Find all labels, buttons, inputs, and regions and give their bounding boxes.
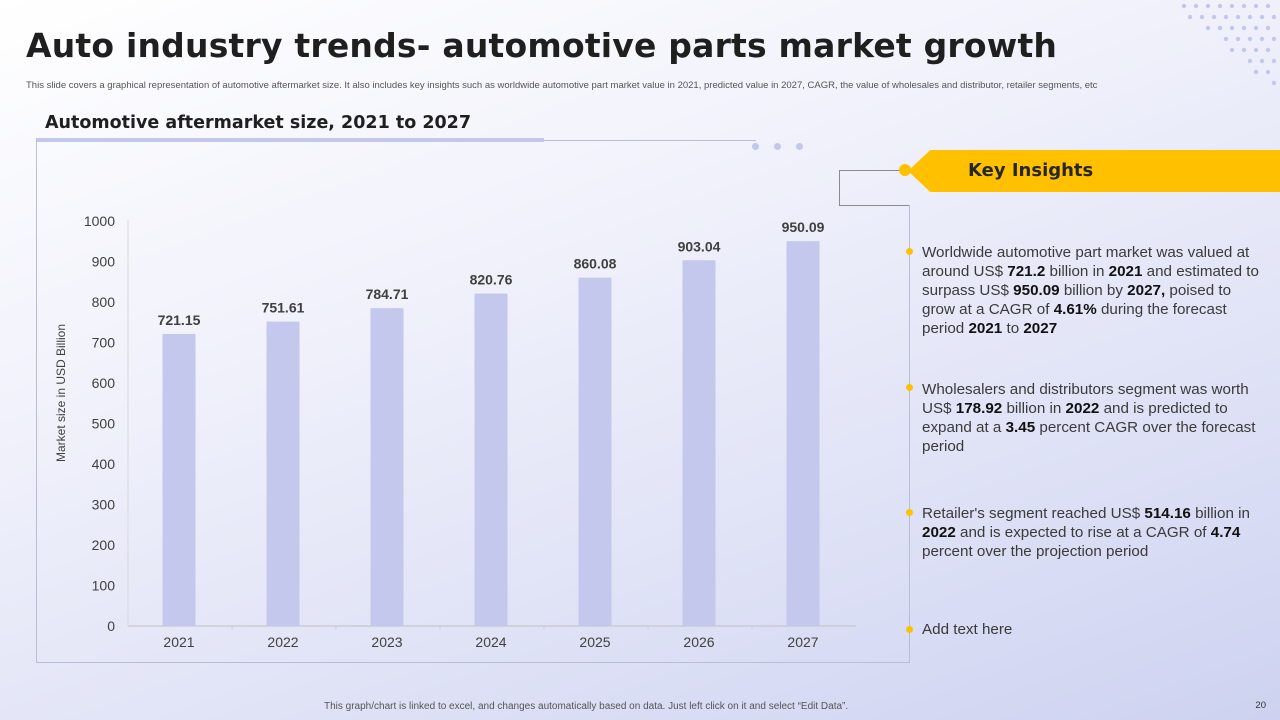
y-tick-label: 500 bbox=[92, 416, 116, 432]
x-tick-label: 2022 bbox=[267, 634, 298, 650]
insight-bullet bbox=[906, 626, 913, 633]
key-insights-title: Key Insights bbox=[968, 160, 1094, 181]
slide-title: Auto industry trends- automotive parts m… bbox=[26, 26, 1058, 65]
x-tick-label: 2021 bbox=[163, 634, 194, 650]
footer-note: This graph/chart is linked to excel, and… bbox=[324, 701, 849, 712]
page-number: 20 bbox=[1255, 700, 1266, 711]
bar-2022[interactable] bbox=[266, 321, 300, 626]
insight-text[interactable]: Add text here bbox=[922, 620, 1262, 639]
y-axis-label: Market size in USD Billion bbox=[54, 324, 68, 462]
bar-value-label: 820.76 bbox=[470, 272, 513, 288]
x-tick-label: 2026 bbox=[683, 634, 714, 650]
y-tick-label: 200 bbox=[92, 537, 116, 553]
insight-run: Worldwide automotive part market was val… bbox=[922, 244, 1250, 280]
bar-chart[interactable]: 0 100 200 300 400 500 600 700 800 900 1000 721.15 7… bbox=[0, 0, 909, 665]
insight-run: Wholesalers and distributors segment was… bbox=[922, 381, 1249, 417]
y-tick-label: 0 bbox=[107, 618, 115, 634]
y-tick-label: 100 bbox=[92, 578, 116, 594]
key-insights-dot bbox=[899, 164, 911, 176]
decorative-three-dots bbox=[752, 137, 818, 155]
x-tick-label: 2025 bbox=[579, 634, 610, 650]
connector-line bbox=[839, 170, 840, 206]
chart-frame-accent-bar bbox=[36, 138, 544, 142]
bar-2026[interactable] bbox=[682, 260, 716, 626]
chart-frame bbox=[36, 140, 909, 663]
insight-highlight: 514.16 bbox=[1144, 505, 1191, 522]
insight-highlight: 178.92 bbox=[955, 400, 1003, 417]
insight-run: during the forecast period bbox=[922, 301, 1227, 337]
insight-highlight: 950.09 bbox=[1013, 282, 1060, 299]
insight-highlight: 3.45 bbox=[1005, 419, 1036, 436]
bar-2025[interactable] bbox=[578, 277, 612, 626]
y-tick-label: 900 bbox=[92, 254, 116, 270]
y-tick-label: 400 bbox=[92, 456, 116, 472]
bar-value-label: 784.71 bbox=[366, 286, 409, 302]
bar-2027[interactable] bbox=[786, 241, 820, 626]
bar-value-label: 903.04 bbox=[678, 238, 721, 254]
insight-highlight: 4.61% bbox=[1053, 301, 1097, 318]
insight-bullet bbox=[906, 509, 913, 516]
insight-run: billion in bbox=[1002, 400, 1066, 417]
y-tick-label: 800 bbox=[92, 294, 116, 310]
y-tick-label: 700 bbox=[92, 335, 116, 351]
insight-highlight: 721.2 bbox=[1007, 263, 1046, 280]
bar-value-label: 950.09 bbox=[782, 219, 825, 235]
bar-2021[interactable] bbox=[162, 333, 196, 626]
bar-value-label: 860.08 bbox=[574, 256, 617, 272]
insight-run: to bbox=[1002, 320, 1024, 337]
insight-run: billion in bbox=[1045, 263, 1109, 280]
insights-timeline-line bbox=[909, 205, 910, 663]
insight-highlight: 4.74 bbox=[1210, 524, 1241, 541]
insight-highlight: 2021 bbox=[1108, 263, 1143, 280]
y-tick-label: 1000 bbox=[84, 213, 115, 229]
insight-highlight: 2021 bbox=[968, 320, 1003, 337]
connector-line bbox=[839, 205, 909, 206]
connector-line bbox=[839, 170, 903, 171]
insight-run: percent over the projection period bbox=[922, 543, 1149, 560]
insight-run: and estimated to surpass US$ bbox=[922, 263, 1259, 299]
insight-run: and is predicted to expand at a bbox=[922, 400, 1228, 436]
insight-highlight: 2022 bbox=[922, 524, 956, 541]
decorative-dot-pattern bbox=[1181, 3, 1277, 86]
insight-highlight: 2027 bbox=[1023, 320, 1058, 337]
x-tick-label: 2023 bbox=[371, 634, 402, 650]
insight-run: billion in bbox=[1190, 505, 1250, 522]
bar-value-label: 751.61 bbox=[262, 300, 305, 316]
x-tick-label: 2024 bbox=[475, 634, 506, 650]
bar-value-label: 721.15 bbox=[158, 312, 201, 328]
insight-bullet bbox=[906, 384, 913, 391]
bar-2023[interactable] bbox=[370, 308, 404, 626]
y-tick-label: 600 bbox=[92, 375, 116, 391]
insight-run: Retailer's segment reached US$ bbox=[922, 505, 1145, 522]
insight-run: and is expected to rise at a CAGR of bbox=[955, 524, 1211, 541]
y-tick-label: 300 bbox=[92, 497, 116, 513]
insight-run: poised to grow at a CAGR of bbox=[922, 282, 1232, 318]
insight-run: percent CAGR over the forecast period bbox=[922, 419, 1256, 455]
insight-text: Worldwide automotive part market was val… bbox=[922, 243, 1262, 338]
x-tick-label: 2027 bbox=[787, 634, 818, 650]
chart-title: Automotive aftermarket size, 2021 to 202… bbox=[45, 113, 472, 133]
insight-highlight: 2022 bbox=[1065, 400, 1100, 417]
key-insights-banner bbox=[908, 150, 1280, 192]
insight-run: Add text here bbox=[922, 621, 1013, 638]
insight-text: Retailer's segment reached US$ 514.16 bi… bbox=[922, 504, 1262, 561]
insight-bullet bbox=[906, 248, 913, 255]
insight-text: Wholesalers and distributors segment was… bbox=[922, 380, 1262, 456]
slide-subtitle: This slide covers a graphical representa… bbox=[26, 80, 1098, 91]
insight-run: billion by bbox=[1059, 282, 1128, 299]
bar-2024[interactable] bbox=[474, 293, 508, 626]
insight-highlight: 2027, bbox=[1127, 282, 1166, 299]
